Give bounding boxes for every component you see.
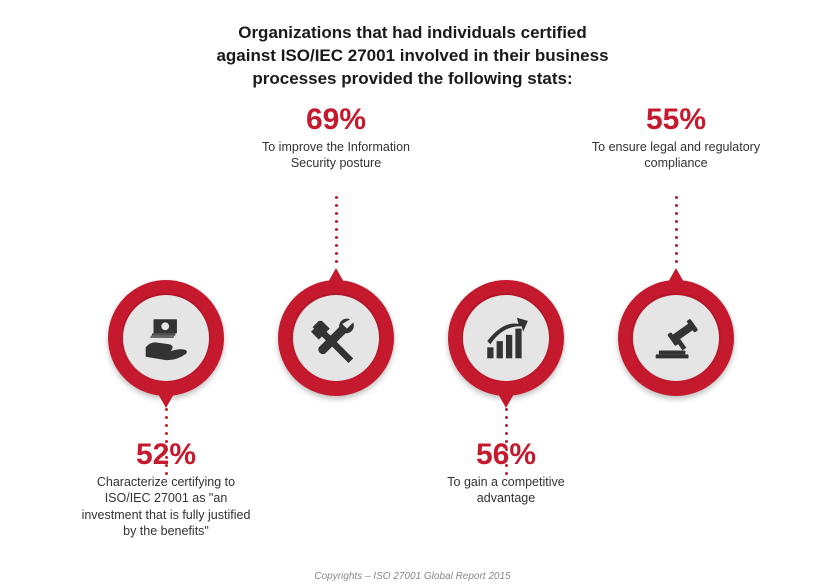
pointer	[157, 392, 175, 408]
title-line-3: processes provided the following stats:	[252, 69, 572, 88]
stat-percentage: 69%	[251, 105, 421, 135]
tools-icon	[293, 295, 379, 381]
copyright-footer: Copyrights – ISO 27001 Global Report 201…	[0, 571, 825, 582]
connector-dots	[673, 196, 679, 263]
gavel-icon	[633, 295, 719, 381]
connector-dots	[333, 196, 339, 263]
stat-description: To ensure legal and regulatory complianc…	[591, 139, 761, 172]
infographic-title: Organizations that had individuals certi…	[0, 0, 825, 91]
stat-circle	[448, 280, 564, 396]
stat-circle	[618, 280, 734, 396]
stat-percentage: 55%	[591, 105, 761, 135]
growth-chart-icon	[463, 295, 549, 381]
stat-percentage: 52%	[81, 440, 251, 470]
stat-circle	[108, 280, 224, 396]
infographic-stage: 52% Characterize certifying to ISO/IEC 27…	[0, 90, 825, 558]
stat-description: Characterize certifying to ISO/IEC 27001…	[81, 474, 251, 539]
stat-description: To improve the Information Security post…	[251, 139, 421, 172]
money-hand-icon	[123, 295, 209, 381]
title-line-1: Organizations that had individuals certi…	[238, 23, 587, 42]
stat-circle	[278, 280, 394, 396]
stat-text: 69% To improve the Information Security p…	[251, 105, 421, 172]
pointer	[327, 268, 345, 284]
stat-text: 56% To gain a competitive advantage	[421, 440, 591, 507]
stat-text: 55% To ensure legal and regulatory compli…	[591, 105, 761, 172]
pointer	[667, 268, 685, 284]
title-line-2: against ISO/IEC 27001 involved in their …	[216, 46, 608, 65]
stat-percentage: 56%	[421, 440, 591, 470]
pointer	[497, 392, 515, 408]
stat-description: To gain a competitive advantage	[421, 474, 591, 507]
stat-text: 52% Characterize certifying to ISO/IEC 27…	[81, 440, 251, 539]
